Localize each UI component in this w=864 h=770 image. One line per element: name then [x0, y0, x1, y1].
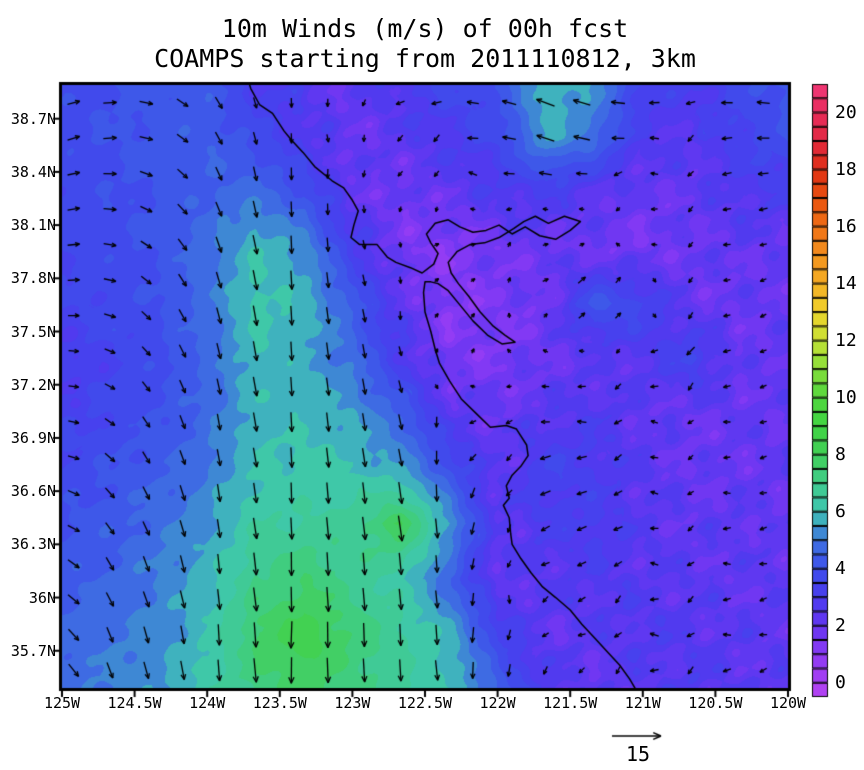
colorbar-tick-label: 14	[835, 272, 857, 294]
x-tick-label: 120W	[769, 694, 807, 712]
y-tick-label: 35.7N	[10, 641, 56, 660]
y-tick-label: 38.1N	[10, 216, 56, 235]
colorbar-tick-label: 2	[835, 614, 846, 636]
colorbar-tick-label: 20	[835, 101, 857, 123]
colorbar-tick-label: 16	[835, 215, 857, 237]
colorbar-tick-label: 12	[835, 329, 857, 351]
x-tick-label: 121.5W	[543, 694, 598, 712]
y-tick-label: 36.9N	[10, 428, 56, 447]
y-tick-label: 37.5N	[10, 322, 56, 341]
colorbar-tick-label: 10	[835, 386, 857, 408]
y-tick-label: 36.3N	[10, 535, 56, 554]
x-tick-label: 120.5W	[688, 694, 743, 712]
colorbar-tick-label: 6	[835, 500, 846, 522]
y-tick-label: 37.8N	[10, 269, 56, 288]
y-tick-label: 36N	[28, 588, 56, 607]
x-tick-label: 122.5W	[397, 694, 453, 712]
colorbar-tick-label: 0	[835, 671, 846, 693]
y-tick-label: 38.4N	[10, 162, 56, 181]
plot-title-line2: COAMPS starting from 2011110812, 3km	[154, 44, 696, 73]
colorbar-tick-label: 18	[835, 158, 857, 180]
y-tick-label: 36.6N	[10, 482, 56, 501]
colorbar-tick-label: 8	[835, 443, 846, 465]
x-tick-label: 124W	[189, 694, 226, 712]
reference-vector-label: 15	[625, 742, 651, 766]
colorbar-tick-label: 4	[835, 557, 846, 579]
x-tick-label: 121W	[624, 694, 661, 712]
y-tick-label: 38.7N	[10, 109, 56, 128]
x-tick-label: 124.5W	[107, 694, 162, 712]
x-tick-label: 122W	[479, 694, 516, 712]
y-tick-label: 37.2N	[10, 375, 56, 394]
x-tick-label: 123.5W	[252, 694, 307, 712]
plot-title-line1: 10m Winds (m/s) of 00h fcst	[221, 14, 629, 43]
x-tick-label: 125W	[43, 694, 81, 712]
x-tick-label: 123W	[334, 694, 371, 712]
